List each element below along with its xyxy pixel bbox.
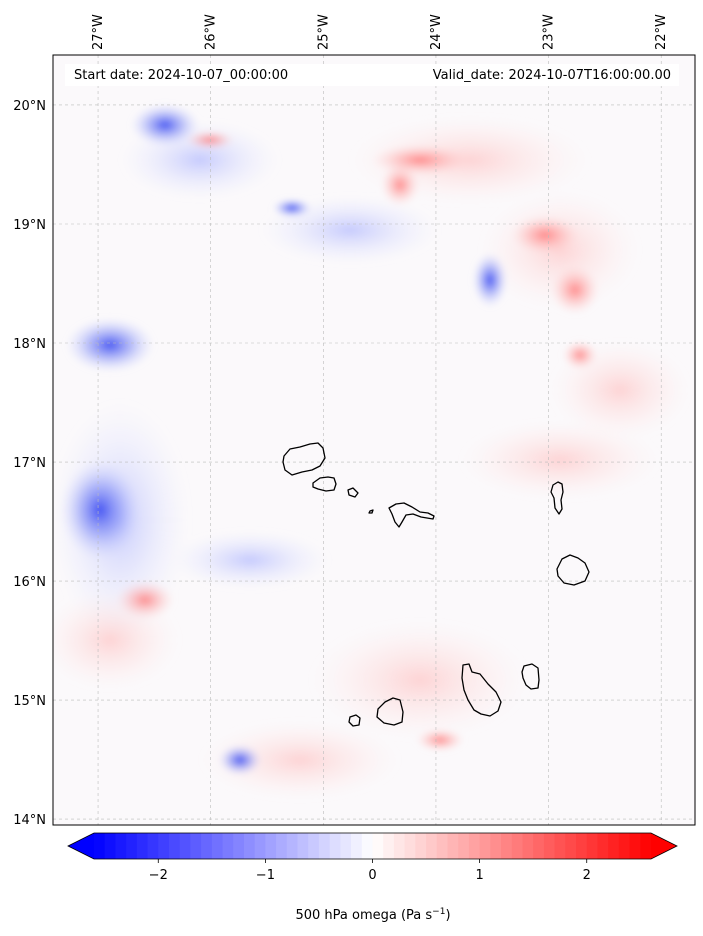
- colorbar-segment: [511, 833, 524, 859]
- colorbar-segment: [393, 833, 406, 859]
- valid-date-label: Valid_date: 2024-10-07T16:00:00.00: [433, 68, 671, 83]
- colorbar-segment: [629, 833, 641, 859]
- colorbar-segment: [608, 833, 620, 859]
- colorbar-segment: [586, 833, 599, 859]
- island-outline: São Vicente: [312, 476, 337, 492]
- colorbar-segment: [233, 833, 245, 859]
- colorbar-outline: [67, 832, 678, 860]
- colorbar-segment: [126, 833, 138, 859]
- lat-tick-label: 19°N: [13, 218, 46, 233]
- date-header-box: [65, 64, 679, 86]
- colorbar-tick-label: 1: [475, 868, 483, 883]
- colorbar-segment: [243, 833, 256, 859]
- colorbar-segment: [104, 833, 117, 859]
- colorbar-segment: [329, 833, 341, 859]
- colorbar-segment: [190, 833, 202, 859]
- colorbar-segment: [340, 833, 352, 859]
- colorbar-segment: [447, 833, 459, 859]
- colorbar-segment: [479, 833, 491, 859]
- colorbar-tick-label: 0: [368, 868, 376, 883]
- island-outline: Santo Antão: [282, 442, 326, 476]
- island-outline: Boa Vista: [556, 554, 590, 586]
- lon-tick-label: 25°W: [316, 14, 331, 50]
- latitude-labels: 20°N 19°N 18°N 17°N 16°N 15°N 14°N: [13, 99, 46, 828]
- colorbar-segment: [404, 833, 416, 859]
- colorbar-segment: [490, 833, 502, 859]
- colorbar-extend-min: [68, 833, 94, 859]
- colorbar-segment: [158, 833, 170, 859]
- island-outline: Santa Luzia: [347, 487, 359, 498]
- colorbar-segment: [522, 833, 534, 859]
- colorbar-segment: [136, 833, 149, 859]
- island-outline: São Nicolau: [368, 502, 435, 528]
- gridlines: [53, 55, 695, 825]
- island-coastlines: Santo AntãoSão Vicente Santa Luzia São Nic…: [282, 442, 590, 727]
- colorbar-segment: [351, 833, 363, 859]
- colorbar-segment: [554, 833, 566, 859]
- colorbar-segment: [297, 833, 309, 859]
- lat-tick-label: 18°N: [13, 337, 46, 352]
- colorbar-segment: [458, 833, 470, 859]
- colorbar-segment: [94, 833, 106, 859]
- island-outline: Sal: [550, 481, 564, 515]
- colorbar-segment: [501, 833, 513, 859]
- colorbar-segment: [543, 833, 556, 859]
- colorbar-segment: [415, 833, 427, 859]
- lon-tick-label: 24°W: [429, 14, 444, 50]
- colorbar-segment: [265, 833, 277, 859]
- lon-tick-label: 26°W: [204, 14, 219, 50]
- lat-tick-label: 17°N: [13, 456, 46, 471]
- colorbar-segment: [286, 833, 299, 859]
- colorbar-segment: [276, 833, 288, 859]
- longitude-labels: 27°W 26°W 25°W 24°W 23°W 22°W: [91, 14, 669, 50]
- colorbar-label: 500 hPa omega (Pa s−1): [295, 907, 450, 923]
- colorbar-segment: [222, 833, 234, 859]
- colorbar-tick-label: 2: [583, 868, 591, 883]
- colorbar-segment: [318, 833, 331, 859]
- colorbar-segment: [308, 833, 320, 859]
- colorbar-segment: [597, 833, 609, 859]
- colorbar-segment: [576, 833, 588, 859]
- colorbar: −2 −1 0 1 2: [67, 832, 678, 883]
- lat-tick-label: 20°N: [13, 99, 46, 114]
- colorbar-segment: [115, 833, 127, 859]
- colorbar-segment: [254, 833, 266, 859]
- colorbar-segment: [468, 833, 481, 859]
- colorbar-tick-label: −1: [256, 868, 275, 883]
- colorbar-segment: [383, 833, 395, 859]
- island-outline: Fogo: [376, 697, 404, 726]
- colorbar-segment: [168, 833, 181, 859]
- colorbar-segment: [211, 833, 224, 859]
- colorbar-tick-label: −2: [149, 868, 168, 883]
- colorbar-segment: [426, 833, 438, 859]
- lat-tick-label: 15°N: [13, 694, 46, 709]
- lon-tick-label: 27°W: [91, 14, 106, 50]
- lat-tick-label: 14°N: [13, 813, 46, 828]
- island-outline: Santiago: [461, 663, 502, 717]
- lon-tick-label: 22°W: [654, 14, 669, 50]
- colorbar-segment: [361, 833, 374, 859]
- colorbar-segment: [147, 833, 159, 859]
- lat-tick-label: 16°N: [13, 575, 46, 590]
- colorbar-segment: [640, 833, 652, 859]
- colorbar-segment: [565, 833, 577, 859]
- colorbar-segment: [372, 833, 384, 859]
- colorbar-segment: [201, 833, 213, 859]
- colorbar-segment: [179, 833, 192, 859]
- colorbar-segment: [533, 833, 545, 859]
- start-date-label: Start date: 2024-10-07_00:00:00: [74, 68, 288, 83]
- map-frame: [52, 54, 696, 826]
- colorbar-segment: [618, 833, 631, 859]
- island-outline: Maio: [521, 663, 540, 690]
- lon-tick-label: 23°W: [542, 14, 557, 50]
- island-outline: Brava: [348, 714, 361, 727]
- colorbar-extend-max: [651, 833, 677, 859]
- colorbar-segment: [436, 833, 449, 859]
